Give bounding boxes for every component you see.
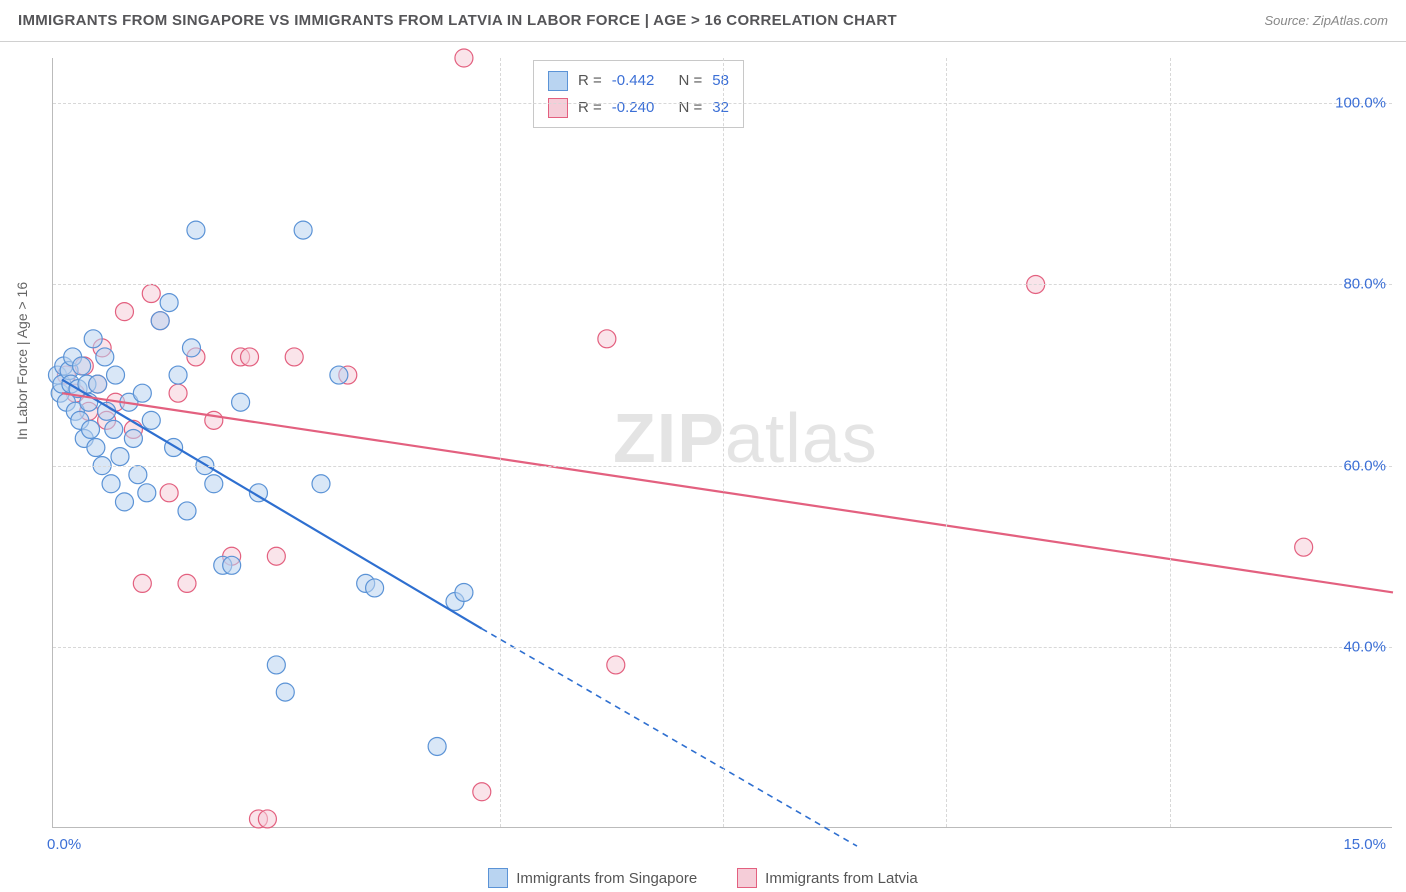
legend-entry-singapore: Immigrants from Singapore	[488, 868, 697, 888]
y-axis-label: In Labor Force | Age > 16	[14, 282, 30, 440]
n-label: N =	[678, 67, 702, 94]
y-tick-label: 80.0%	[1343, 276, 1386, 293]
legend-swatch-latvia	[737, 868, 757, 888]
y-tick-label: 100.0%	[1335, 95, 1386, 112]
plot-area: ZIPatlas R = -0.442 N = 58 R = -0.240 N …	[52, 58, 1392, 828]
correlation-legend: R = -0.442 N = 58 R = -0.240 N = 32	[533, 60, 744, 128]
legend-row-singapore: R = -0.442 N = 58	[548, 67, 729, 94]
legend-row-latvia: R = -0.240 N = 32	[548, 94, 729, 121]
legend-swatch-latvia	[548, 98, 568, 118]
r-label: R =	[578, 94, 602, 121]
y-tick-label: 40.0%	[1343, 638, 1386, 655]
legend-entry-latvia: Immigrants from Latvia	[737, 868, 918, 888]
legend-swatch-singapore	[488, 868, 508, 888]
legend-label-singapore: Immigrants from Singapore	[516, 870, 697, 887]
n-value-singapore: 58	[712, 67, 729, 94]
n-value-latvia: 32	[712, 94, 729, 121]
x-origin-label: 0.0%	[47, 836, 81, 853]
legend-label-latvia: Immigrants from Latvia	[765, 870, 918, 887]
title-bar: IMMIGRANTS FROM SINGAPORE VS IMMIGRANTS …	[0, 0, 1406, 42]
series-legend: Immigrants from Singapore Immigrants fro…	[0, 868, 1406, 888]
n-label: N =	[678, 94, 702, 121]
x-end-label: 15.0%	[1343, 836, 1386, 853]
y-tick-label: 60.0%	[1343, 457, 1386, 474]
source-attribution: Source: ZipAtlas.com	[1264, 13, 1388, 28]
r-label: R =	[578, 67, 602, 94]
r-value-singapore: -0.442	[612, 67, 655, 94]
chart-title: IMMIGRANTS FROM SINGAPORE VS IMMIGRANTS …	[18, 12, 897, 29]
r-value-latvia: -0.240	[612, 94, 655, 121]
legend-swatch-singapore	[548, 71, 568, 91]
